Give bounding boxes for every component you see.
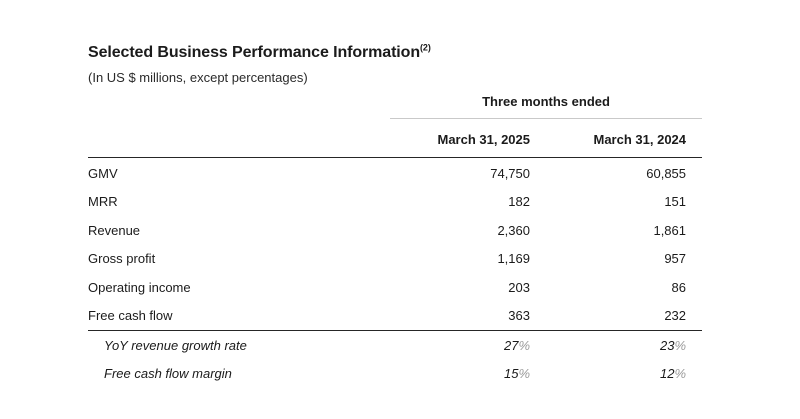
row-label: Free cash flow (88, 307, 173, 323)
row-label: Free cash flow margin (104, 366, 232, 382)
report-section: Selected Business Performance Informatio… (88, 42, 800, 388)
row-label: Revenue (88, 222, 141, 238)
value-2025: 363 (508, 307, 530, 323)
value-2025: 15% (503, 366, 530, 382)
value-2025: 203 (508, 279, 530, 295)
spanner-header: Three months ended (390, 94, 703, 119)
table-row-revenue: Revenue 2,360 1,861 (88, 216, 702, 244)
footnote-marker: (2) (420, 42, 431, 53)
value-2024: 1,861 (653, 222, 687, 238)
table-row-operating-income: Operating income 203 86 (88, 273, 702, 301)
value-2025: 182 (508, 194, 530, 210)
percent-suffix: % (674, 338, 687, 354)
value-2024: 23% (546, 329, 703, 360)
row-label: YoY revenue growth rate (88, 329, 390, 360)
value-2024: 86 (671, 279, 687, 295)
column-header-spacer (88, 118, 390, 158)
column-header-2025: March 31, 2025 (390, 118, 546, 158)
performance-table: Three months ended March 31, 2025 March … (88, 94, 703, 388)
row-label: MRR (88, 194, 118, 210)
table-row-yoy-revenue-growth: YoY revenue growth rate 27% 23% (88, 329, 703, 360)
value-2024: 12% (659, 366, 687, 382)
spanner-row: Three months ended (88, 94, 703, 119)
percent-suffix: % (518, 338, 530, 354)
value-2025: 1,169 (497, 251, 530, 267)
column-header-row: March 31, 2025 March 31, 2024 (88, 118, 703, 158)
row-label: GMV (88, 166, 118, 181)
value-2025: 2,360 (497, 222, 530, 238)
value-2024: 957 (664, 251, 687, 267)
section-title-text: Selected Business Performance Informatio… (88, 44, 421, 61)
units-note: (In US $ millions, except percentages) (88, 70, 308, 85)
percent-suffix: % (674, 366, 687, 382)
value-2024: 232 (664, 307, 687, 323)
table-row-gmv: GMV 74,750 60,855 (88, 158, 702, 188)
value-2025: 27% (390, 329, 546, 360)
table-row-mrr: MRR 182 151 (88, 188, 702, 216)
table-row-gross-profit: Gross profit 1,169 957 (88, 244, 702, 272)
row-label: Gross profit (88, 251, 156, 267)
value-2024: 151 (664, 194, 687, 210)
table-row-fcf-margin: Free cash flow margin 15% 12% (88, 360, 702, 388)
row-label: Operating income (88, 279, 191, 295)
value-2024: 60,855 (646, 166, 687, 181)
value-2025: 74,750 (490, 166, 530, 181)
table-row-free-cash-flow: Free cash flow 363 232 (88, 301, 702, 330)
percent-suffix: % (518, 366, 530, 382)
spanner-spacer (88, 94, 390, 119)
column-header-2024: March 31, 2024 (546, 118, 703, 158)
section-title: Selected Business Performance Informatio… (88, 42, 800, 62)
